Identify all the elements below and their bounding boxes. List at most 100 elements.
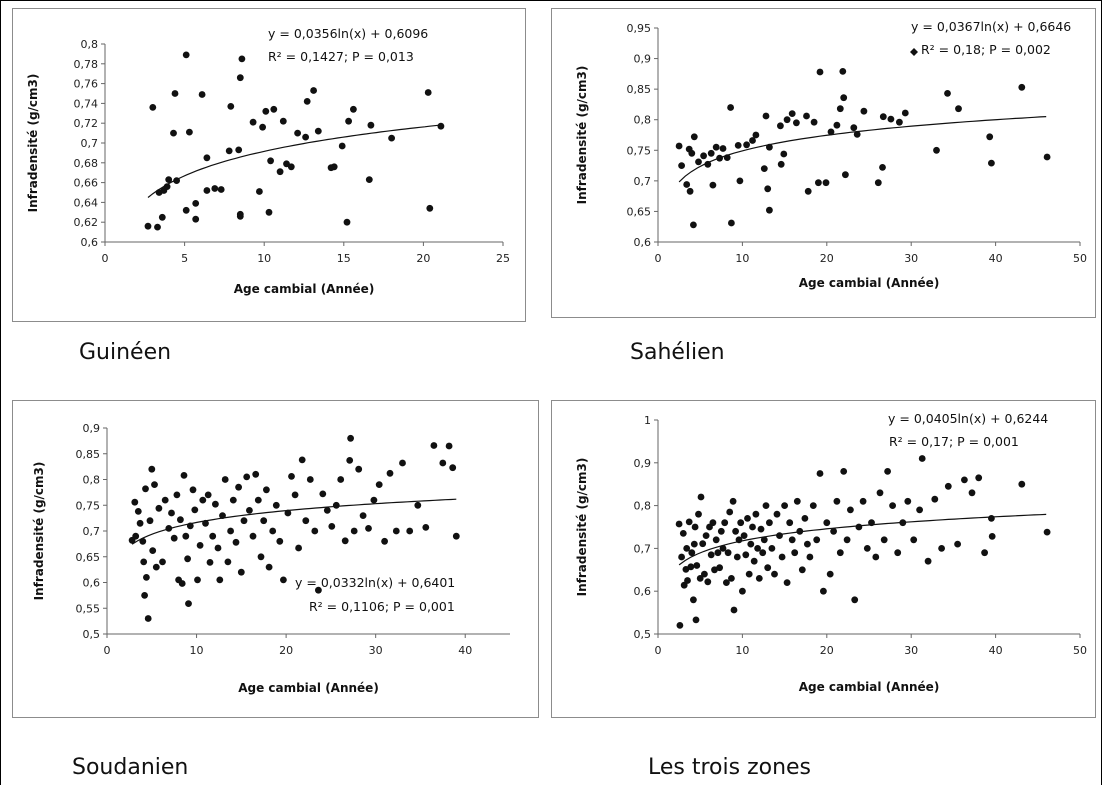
data-point xyxy=(375,481,383,488)
x-tick-label: 15 xyxy=(337,252,351,265)
data-point xyxy=(265,208,273,216)
data-point xyxy=(203,187,211,194)
data-point xyxy=(813,536,821,544)
y-tick-label: 0,95 xyxy=(627,22,652,35)
data-point xyxy=(788,110,796,117)
trendline xyxy=(131,498,457,545)
x-tick-label: 10 xyxy=(735,252,749,265)
data-point xyxy=(298,456,306,464)
data-point xyxy=(747,540,755,548)
data-point xyxy=(801,515,809,522)
legend-marker-icon xyxy=(910,48,918,56)
data-point xyxy=(151,481,158,488)
trendline-annotation: R² = 0,1427; P = 0,013 xyxy=(268,49,414,64)
y-tick-label: 0,8 xyxy=(81,38,99,51)
data-point xyxy=(209,532,217,540)
data-point xyxy=(257,553,265,561)
data-point xyxy=(267,157,274,165)
data-point xyxy=(337,476,345,483)
y-tick-label: 0,85 xyxy=(627,83,652,96)
data-point xyxy=(280,576,287,584)
data-point xyxy=(850,124,858,132)
data-point xyxy=(143,574,150,581)
data-point xyxy=(975,474,983,482)
data-point xyxy=(449,464,457,472)
trendline-annotation: R² = 0,18; P = 0,002 xyxy=(921,42,1051,57)
data-point xyxy=(155,504,163,512)
data-point xyxy=(227,103,235,110)
data-point xyxy=(717,527,725,535)
x-tick-label: 40 xyxy=(989,252,1003,265)
data-point xyxy=(793,497,801,505)
data-point xyxy=(752,131,760,139)
data-point xyxy=(217,186,225,193)
x-tick-label: 30 xyxy=(369,644,383,657)
data-point xyxy=(764,564,772,572)
data-point xyxy=(269,527,277,535)
x-axis-title: Age cambial (Année) xyxy=(799,680,940,694)
data-point xyxy=(704,578,712,586)
data-point xyxy=(757,525,765,533)
data-point xyxy=(225,147,233,155)
x-tick-label: 10 xyxy=(735,644,749,657)
data-point xyxy=(759,549,767,557)
data-point xyxy=(752,510,760,518)
data-point xyxy=(270,105,278,113)
x-tick-label: 10 xyxy=(257,252,271,265)
data-point xyxy=(816,470,824,477)
data-point xyxy=(743,141,750,149)
data-point xyxy=(430,442,438,449)
data-point xyxy=(851,596,859,604)
data-point xyxy=(836,549,844,557)
data-point xyxy=(683,181,691,188)
data-point xyxy=(227,527,235,535)
y-tick-label: 0,5 xyxy=(83,628,101,641)
data-point xyxy=(328,523,336,530)
x-tick-label: 20 xyxy=(820,252,834,265)
data-point xyxy=(132,532,140,540)
data-point xyxy=(302,133,309,141)
data-point xyxy=(721,519,729,527)
data-point xyxy=(809,502,817,509)
data-point xyxy=(690,540,698,548)
data-point xyxy=(762,112,770,120)
data-point xyxy=(840,94,848,102)
data-point xyxy=(180,472,188,479)
x-tick-label: 0 xyxy=(102,252,109,265)
data-point xyxy=(719,145,727,152)
data-point xyxy=(938,545,945,552)
data-point xyxy=(194,576,201,584)
data-point xyxy=(1018,83,1026,91)
data-point xyxy=(896,118,903,126)
data-point xyxy=(988,533,996,540)
data-point xyxy=(319,490,327,498)
x-tick-label: 50 xyxy=(1073,252,1087,265)
data-point xyxy=(199,496,207,504)
data-point xyxy=(803,112,810,120)
data-point xyxy=(381,537,388,545)
data-point xyxy=(265,563,273,571)
data-point xyxy=(276,537,284,545)
y-tick-label: 0,76 xyxy=(74,78,99,91)
data-point xyxy=(182,206,190,214)
data-point xyxy=(291,491,299,499)
caption-soudanien: Soudanien xyxy=(72,755,189,780)
data-point xyxy=(709,519,717,527)
data-point xyxy=(719,545,727,552)
x-tick-label: 0 xyxy=(655,644,662,657)
x-tick-label: 40 xyxy=(989,644,1003,657)
data-point xyxy=(695,158,702,166)
data-point xyxy=(343,218,351,226)
data-point xyxy=(256,188,263,195)
data-point xyxy=(365,176,373,184)
y-tick-label: 0,66 xyxy=(74,177,99,190)
data-point xyxy=(690,133,698,141)
data-point xyxy=(806,553,814,561)
data-point xyxy=(680,581,688,589)
trendline-annotation: y = 0,0332ln(x) + 0,6401 xyxy=(295,575,455,590)
data-point xyxy=(798,566,806,574)
chart-panel-sahelien: 0,6 0,65 0,7 0,75 0,8 0,85 0,9 0,95 0 10 20 30 40 50 A… xyxy=(551,8,1096,318)
data-point xyxy=(399,459,406,467)
data-point xyxy=(263,486,270,494)
y-tick-label: 1 xyxy=(644,414,651,427)
